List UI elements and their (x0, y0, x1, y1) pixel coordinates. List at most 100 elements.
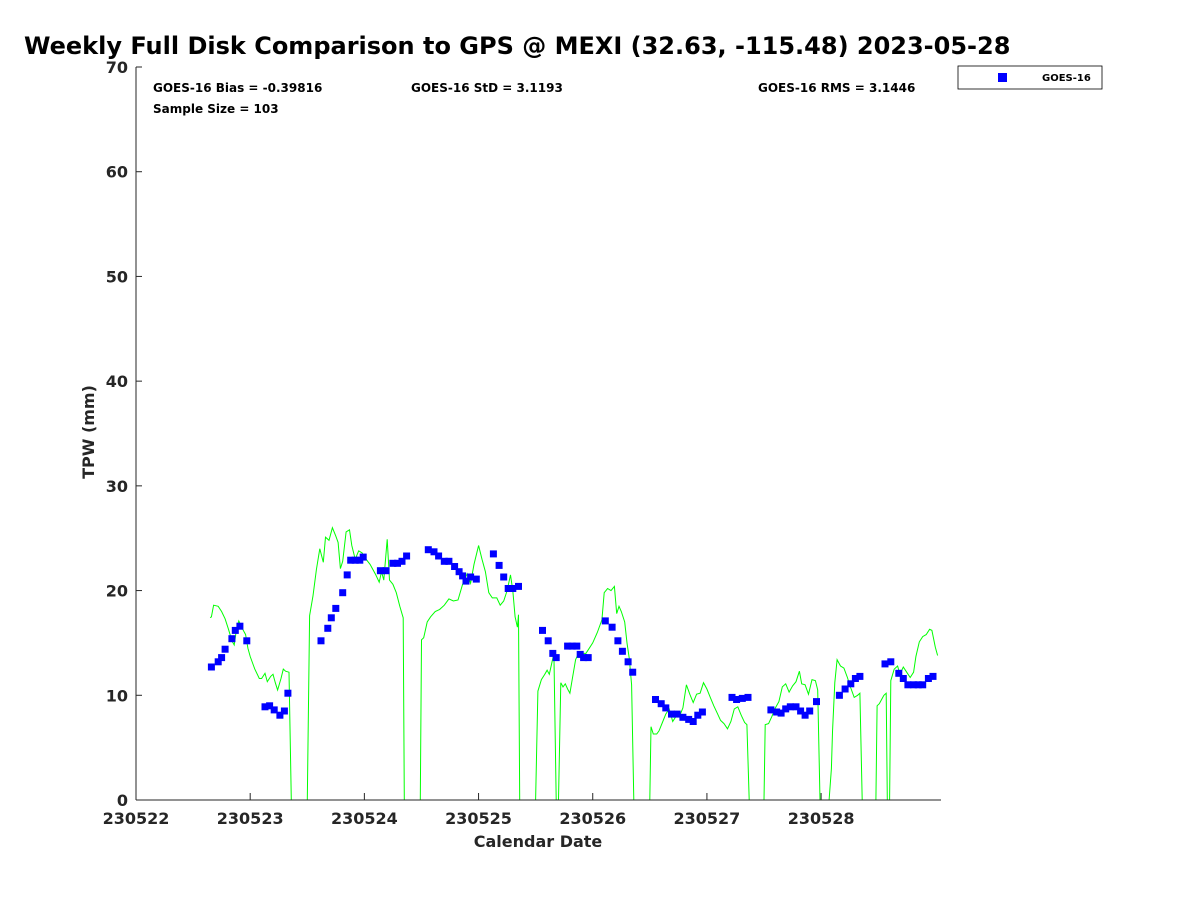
goes16-point (851, 675, 859, 682)
goes16-point (698, 708, 706, 716)
goes16-point (806, 707, 814, 715)
goes16-point (489, 550, 497, 558)
goes16-point (440, 557, 448, 565)
stats-annotations: GOES-16 Bias = -0.39816 GOES-16 StD = 3.… (153, 81, 915, 116)
goes16-point (539, 626, 546, 634)
goes16-point (786, 703, 794, 711)
goes16-point (614, 637, 622, 645)
gps-line-segment (419, 545, 521, 801)
y-tick-label: 0 (117, 791, 128, 810)
goes16-point (652, 696, 659, 703)
goes16-point (689, 718, 697, 725)
x-tick-label: 230526 (559, 809, 626, 828)
y-tick-label: 10 (106, 686, 128, 705)
y-tick-label: 40 (106, 372, 128, 391)
sample-size-annotation: Sample Size = 103 (153, 102, 279, 116)
x-tick-label: 230522 (103, 809, 170, 828)
goes16-point (881, 660, 889, 668)
goes16-point (284, 689, 292, 697)
goes16-point (403, 552, 411, 560)
goes16-point (515, 582, 522, 590)
goes16-point (856, 672, 864, 680)
goes16-point (359, 553, 367, 561)
std-annotation: GOES-16 StD = 3.1193 (411, 81, 563, 95)
y-tick-label: 30 (106, 477, 128, 496)
goes16-point (835, 691, 843, 699)
goes16-point (462, 577, 470, 585)
goes16-point (584, 654, 592, 662)
goes16-point (841, 685, 849, 693)
goes16-point (924, 675, 932, 682)
goes16-point (430, 548, 438, 556)
gps-line-segment (889, 628, 939, 801)
goes16-point (904, 681, 912, 689)
goes16-point (929, 672, 937, 680)
goes16-point (694, 711, 702, 719)
goes16-point (472, 575, 480, 583)
goes16-point (564, 642, 572, 650)
goes16-point (629, 668, 637, 676)
goes16-point (382, 567, 390, 575)
goes16-point (728, 693, 736, 701)
gps-line-segment (875, 692, 888, 801)
goes16-point (389, 559, 397, 567)
gps-line-segment (558, 585, 635, 801)
goes16-point (509, 585, 517, 592)
goes16-point (914, 681, 922, 689)
rms-annotation: GOES-16 RMS = 3.1446 (758, 81, 915, 95)
goes16-point (495, 561, 503, 569)
goes16-point (608, 623, 616, 631)
goes16-point (214, 658, 222, 666)
goes16-point (552, 654, 560, 662)
y-tick-label: 60 (106, 163, 128, 182)
goes16-point (280, 707, 288, 715)
goes16-point (549, 649, 557, 657)
goes16-point (455, 568, 463, 576)
goes16-point (394, 559, 401, 567)
goes16-point (782, 705, 790, 713)
goes16-point (797, 707, 805, 715)
gps-line-segment (209, 604, 292, 801)
goes16-point (451, 563, 459, 570)
goes16-point (317, 637, 325, 645)
goes16-point (467, 573, 475, 581)
goes16-point (327, 614, 335, 622)
gps-line-segment (828, 658, 863, 801)
goes16-point (332, 604, 340, 612)
bias-annotation: GOES-16 Bias = -0.39816 (153, 81, 322, 95)
goes16-point (679, 713, 687, 721)
goes16-point (744, 693, 752, 701)
goes16-point (685, 715, 693, 723)
goes16-point (568, 642, 576, 650)
gps-line-segment (535, 653, 557, 801)
goes16-point (324, 624, 332, 632)
goes16-point (544, 637, 552, 645)
goes16-point (376, 567, 384, 575)
goes16-point (573, 642, 581, 650)
goes16-point (236, 622, 244, 630)
chart-title: Weekly Full Disk Comparison to GPS @ MEX… (24, 32, 1010, 60)
goes16-point (445, 557, 453, 565)
goes16-point (847, 680, 855, 688)
goes16-point (618, 647, 626, 655)
legend-marker (998, 73, 1007, 82)
gps-line-segment (306, 526, 405, 801)
goes16-point (624, 658, 632, 666)
y-tick-label: 50 (106, 267, 128, 286)
goes16-point (792, 703, 800, 711)
goes16-point (500, 573, 508, 581)
goes16-point (351, 556, 359, 564)
y-axis-label: TPW (mm) (79, 385, 98, 479)
goes16-point (261, 703, 269, 711)
goes16-point (919, 681, 927, 689)
goes16-point (738, 694, 746, 702)
y-tick-label: 20 (106, 582, 128, 601)
goes16-point (657, 700, 665, 708)
gps-line-segment (649, 681, 750, 801)
goes16-point (459, 572, 467, 580)
goes16-point (424, 546, 432, 554)
x-tick-label: 230524 (331, 809, 398, 828)
goes16-point (733, 696, 741, 703)
legend-label: GOES-16 (1042, 73, 1091, 84)
goes16-point (668, 710, 675, 718)
